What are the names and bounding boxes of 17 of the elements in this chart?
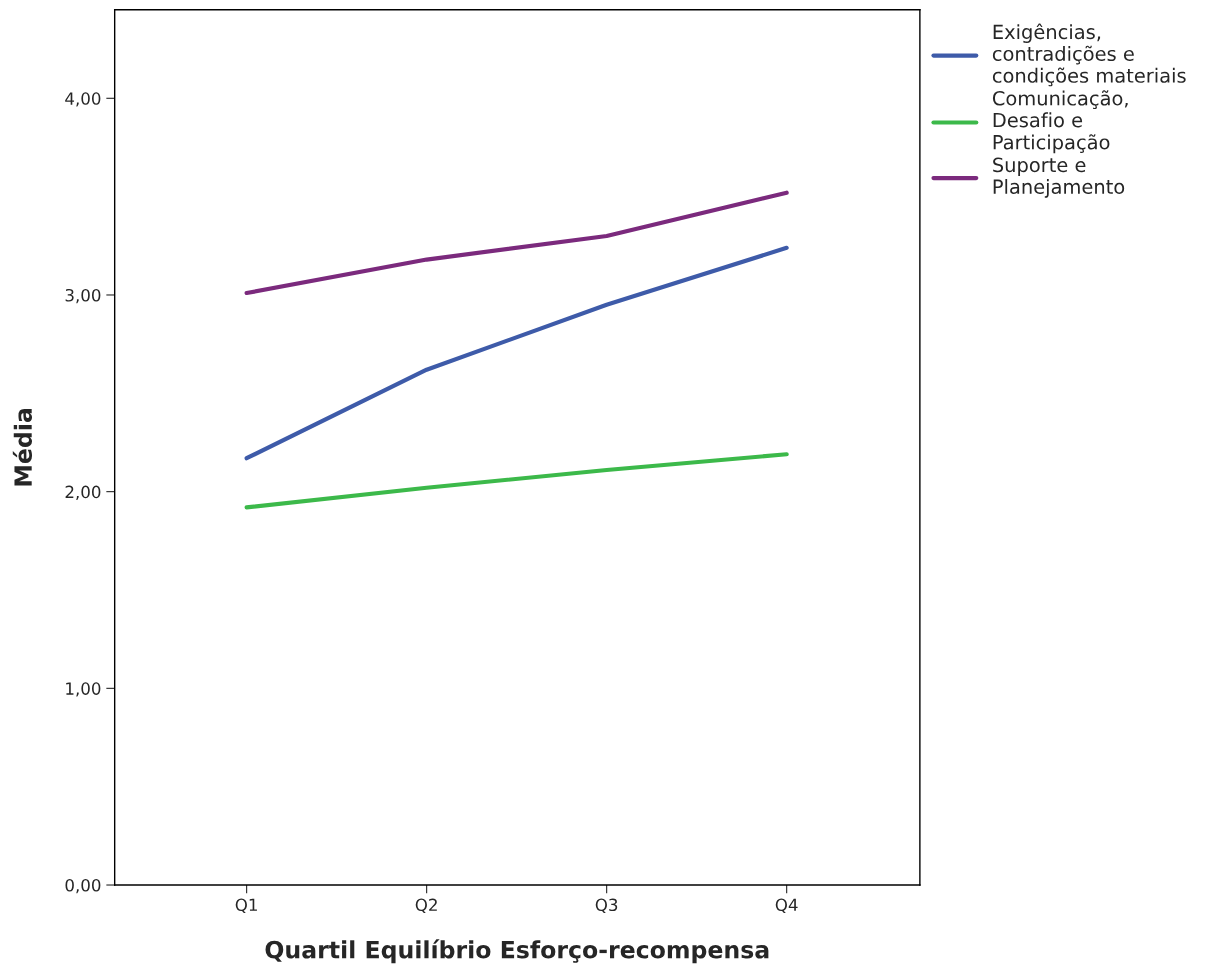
x-axis-title: Quartil Equilíbrio Esforço-recompensa	[265, 939, 769, 964]
legend-label: Comunicação, Desafio e Participação	[992, 90, 1128, 154]
y-axis-title: Média	[12, 409, 33, 486]
y-tick-label: 2,00	[65, 485, 101, 500]
x-tick-label: Q1	[235, 898, 257, 914]
line-series	[244, 452, 789, 510]
legend-label: Exigências, contradições e condições materiais	[992, 23, 1186, 87]
legend-label: Suporte e Planejamento	[993, 157, 1125, 198]
x-tick-label: Q4	[775, 898, 798, 914]
y-tick-label: 1,00	[66, 682, 101, 697]
line-series	[244, 190, 789, 296]
y-tick-label: 0,00	[65, 878, 101, 894]
y-tick-label: 3,00	[65, 288, 101, 304]
y-tick-label: 4,00	[65, 92, 101, 107]
x-tick-label: Q3	[595, 898, 618, 914]
x-tick-label: Q2	[415, 898, 437, 914]
line-series	[244, 245, 789, 461]
